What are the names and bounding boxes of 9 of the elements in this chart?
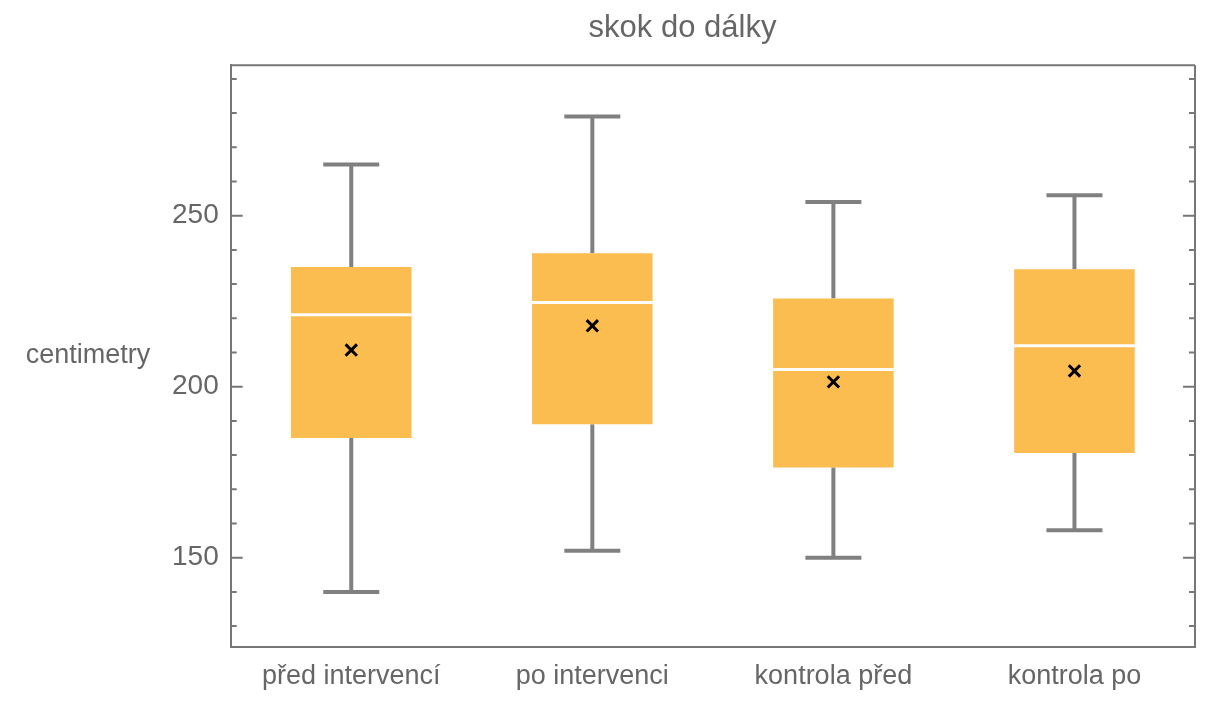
y-axis-title: centimetry (25, 339, 151, 370)
x-tick-label: kontrola před (754, 660, 913, 691)
x-tick-label: po intervenci (515, 660, 669, 691)
y-tick-label: 150 (172, 540, 219, 572)
x-tick-label: kontrola po (1007, 660, 1142, 691)
x-tick-label: před intervencí (261, 660, 442, 691)
chart-title: skok do dálky (588, 9, 777, 45)
y-tick-label: 200 (172, 369, 219, 401)
y-tick-label: 250 (172, 198, 219, 230)
